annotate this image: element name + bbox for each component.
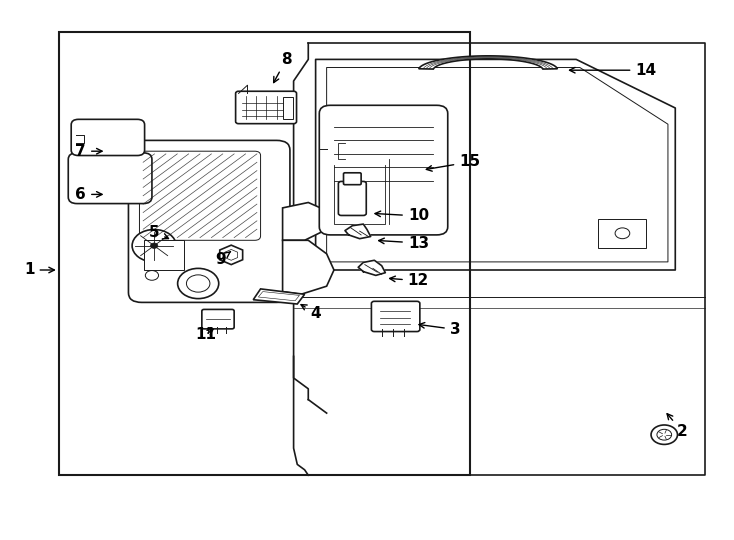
Text: 5: 5 [149, 225, 169, 240]
Text: 7: 7 [76, 144, 102, 159]
Polygon shape [283, 240, 334, 294]
Text: 12: 12 [390, 273, 429, 288]
Text: 11: 11 [195, 327, 216, 342]
FancyBboxPatch shape [283, 97, 293, 119]
Polygon shape [358, 260, 385, 275]
FancyBboxPatch shape [236, 91, 297, 124]
Text: 4: 4 [301, 305, 321, 321]
Polygon shape [219, 245, 243, 265]
FancyBboxPatch shape [371, 301, 420, 332]
Circle shape [132, 230, 176, 262]
Text: 1: 1 [24, 262, 54, 278]
FancyBboxPatch shape [202, 309, 234, 329]
Text: 2: 2 [667, 414, 688, 440]
Bar [59, 32, 470, 475]
FancyBboxPatch shape [144, 240, 184, 270]
Circle shape [150, 243, 158, 248]
Text: 10: 10 [375, 208, 429, 224]
FancyBboxPatch shape [598, 219, 646, 248]
Polygon shape [418, 56, 558, 69]
FancyBboxPatch shape [68, 153, 152, 204]
Text: 3: 3 [419, 322, 460, 337]
Polygon shape [283, 202, 327, 240]
FancyBboxPatch shape [319, 105, 448, 235]
Text: 8: 8 [274, 52, 291, 83]
Text: 15: 15 [426, 154, 480, 171]
Text: 6: 6 [76, 187, 102, 202]
Polygon shape [253, 289, 305, 304]
Text: 14: 14 [570, 63, 656, 78]
Text: 13: 13 [379, 235, 429, 251]
FancyBboxPatch shape [139, 151, 261, 240]
Text: 9: 9 [215, 252, 230, 267]
FancyBboxPatch shape [338, 181, 366, 215]
Polygon shape [345, 224, 371, 239]
FancyBboxPatch shape [344, 173, 361, 185]
Circle shape [651, 425, 677, 444]
FancyBboxPatch shape [71, 119, 145, 156]
FancyBboxPatch shape [128, 140, 290, 302]
